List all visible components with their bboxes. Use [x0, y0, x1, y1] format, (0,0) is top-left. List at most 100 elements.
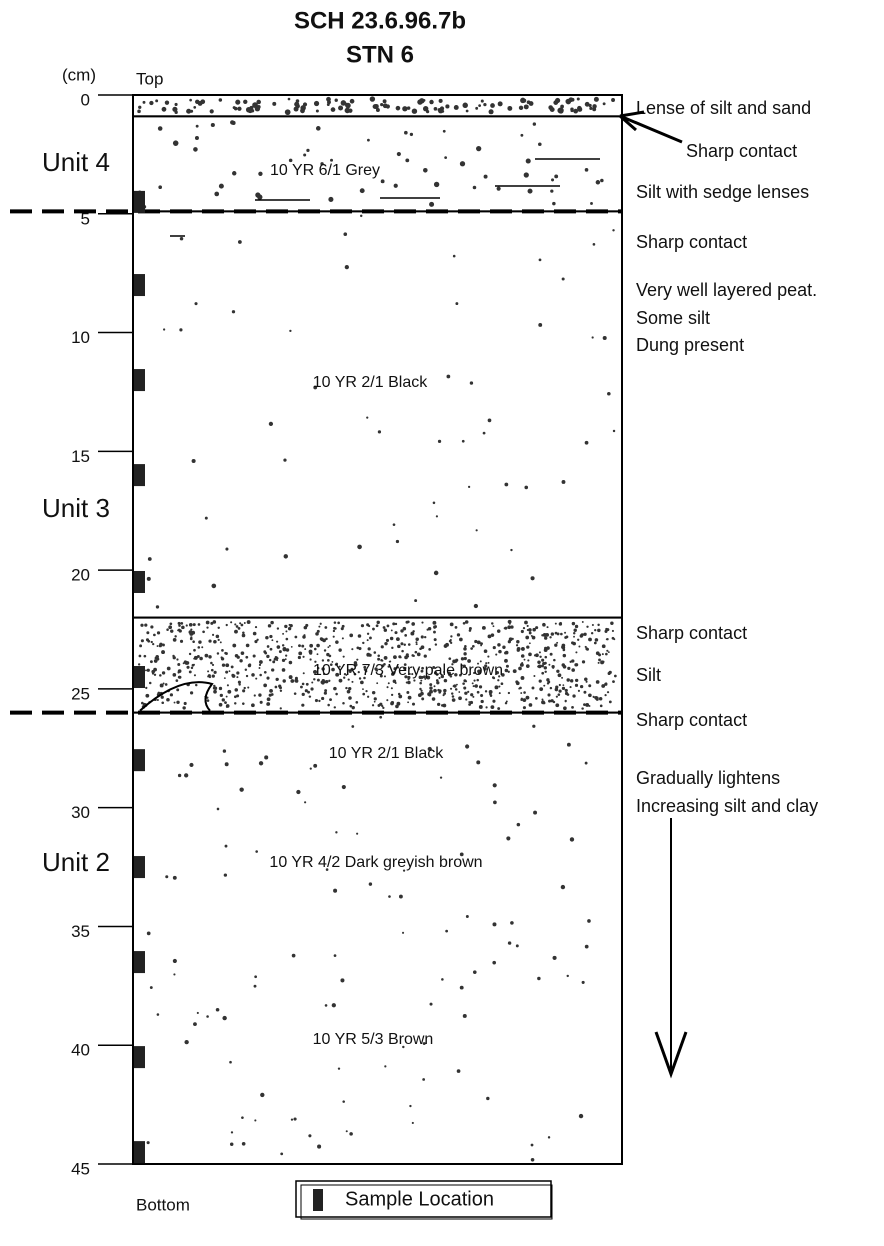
texture-dot	[219, 687, 222, 690]
texture-dot	[464, 657, 467, 660]
texture-dot	[367, 639, 369, 641]
texture-dot	[520, 98, 525, 103]
texture-dot	[384, 628, 387, 631]
texture-dot	[369, 654, 372, 657]
texture-dot	[245, 656, 248, 659]
texture-dot	[180, 640, 183, 643]
texture-dot	[420, 692, 424, 696]
depth-unit: (cm)	[62, 65, 96, 84]
texture-dot	[592, 104, 596, 108]
texture-dot	[485, 706, 487, 708]
texture-dot	[282, 644, 284, 646]
texture-dot	[453, 685, 455, 687]
texture-dot	[266, 677, 269, 680]
texture-dot	[436, 681, 439, 684]
texture-dot	[291, 1118, 293, 1120]
texture-dot	[541, 659, 544, 662]
texture-dot	[587, 919, 591, 923]
texture-dot	[309, 644, 313, 648]
texture-dot	[508, 620, 512, 624]
texture-dot	[159, 674, 162, 677]
texture-dot	[334, 706, 336, 708]
texture-dot	[599, 697, 603, 701]
texture-dot	[531, 1158, 535, 1162]
texture-dot	[283, 459, 286, 462]
texture-dot	[548, 664, 550, 666]
texture-dot	[234, 630, 238, 634]
texture-dot	[259, 660, 263, 664]
texture-dot	[278, 685, 281, 688]
texture-dot	[457, 1069, 461, 1073]
texture-dot	[581, 707, 583, 709]
texture-dot	[276, 678, 279, 681]
texture-dot	[335, 831, 337, 833]
texture-dot	[421, 697, 424, 700]
texture-dot	[609, 671, 612, 674]
texture-dot	[154, 659, 158, 663]
texture-dot	[567, 667, 570, 670]
texture-dot	[182, 706, 185, 709]
texture-dot	[229, 670, 231, 672]
layer-label: 10 YR 2/1 Black	[313, 374, 428, 391]
texture-dot	[547, 626, 549, 628]
texture-dot	[173, 876, 177, 880]
texture-dot	[198, 640, 201, 643]
texture-dot	[473, 685, 475, 687]
texture-dot	[306, 683, 309, 686]
texture-dot	[150, 625, 153, 628]
texture-dot	[458, 696, 462, 700]
texture-dot	[254, 975, 257, 978]
texture-dot	[358, 634, 362, 638]
texture-dot	[570, 837, 574, 841]
texture-dot	[608, 651, 610, 653]
texture-dot	[470, 693, 473, 696]
texture-dot	[302, 656, 304, 658]
texture-dot	[191, 667, 193, 669]
texture-dot	[429, 683, 432, 686]
texture-dot	[588, 693, 592, 697]
texture-dot	[531, 576, 535, 580]
texture-dot	[594, 642, 597, 645]
texture-dot	[521, 647, 525, 651]
texture-dot	[555, 703, 559, 707]
texture-dot	[411, 622, 415, 626]
texture-dot	[611, 98, 615, 102]
texture-dot	[146, 638, 149, 641]
texture-dot	[165, 100, 169, 104]
texture-dot	[391, 687, 393, 689]
texture-dot	[384, 656, 388, 660]
texture-dot	[318, 700, 320, 702]
texture-dot	[360, 215, 362, 217]
texture-dot	[239, 659, 242, 662]
texture-dot	[582, 981, 585, 984]
texture-dot	[269, 422, 273, 426]
texture-dot	[138, 663, 140, 665]
texture-dot	[443, 692, 446, 695]
texture-dot	[426, 110, 429, 113]
texture-dot	[412, 1122, 414, 1124]
texture-dot	[304, 648, 306, 650]
texture-dot	[415, 637, 418, 640]
texture-dot	[465, 680, 467, 682]
texture-dot	[157, 645, 159, 647]
texture-dot	[242, 1142, 246, 1146]
texture-dot	[294, 102, 299, 107]
texture-dot	[333, 627, 336, 630]
texture-dot	[377, 621, 380, 624]
texture-dot	[583, 703, 586, 706]
texture-dot	[541, 700, 545, 704]
texture-dot	[508, 671, 510, 673]
sample-marker	[134, 856, 145, 878]
texture-dot	[236, 625, 239, 628]
texture-dot	[329, 645, 331, 647]
texture-dot	[556, 642, 558, 644]
texture-dot	[197, 646, 200, 649]
texture-dot	[473, 680, 475, 682]
texture-dot	[478, 104, 481, 107]
texture-dot	[286, 638, 289, 641]
texture-dot	[539, 258, 542, 261]
texture-dot	[551, 665, 554, 668]
texture-dot	[519, 106, 523, 110]
texture-dot	[529, 101, 534, 106]
texture-dot	[381, 179, 385, 183]
